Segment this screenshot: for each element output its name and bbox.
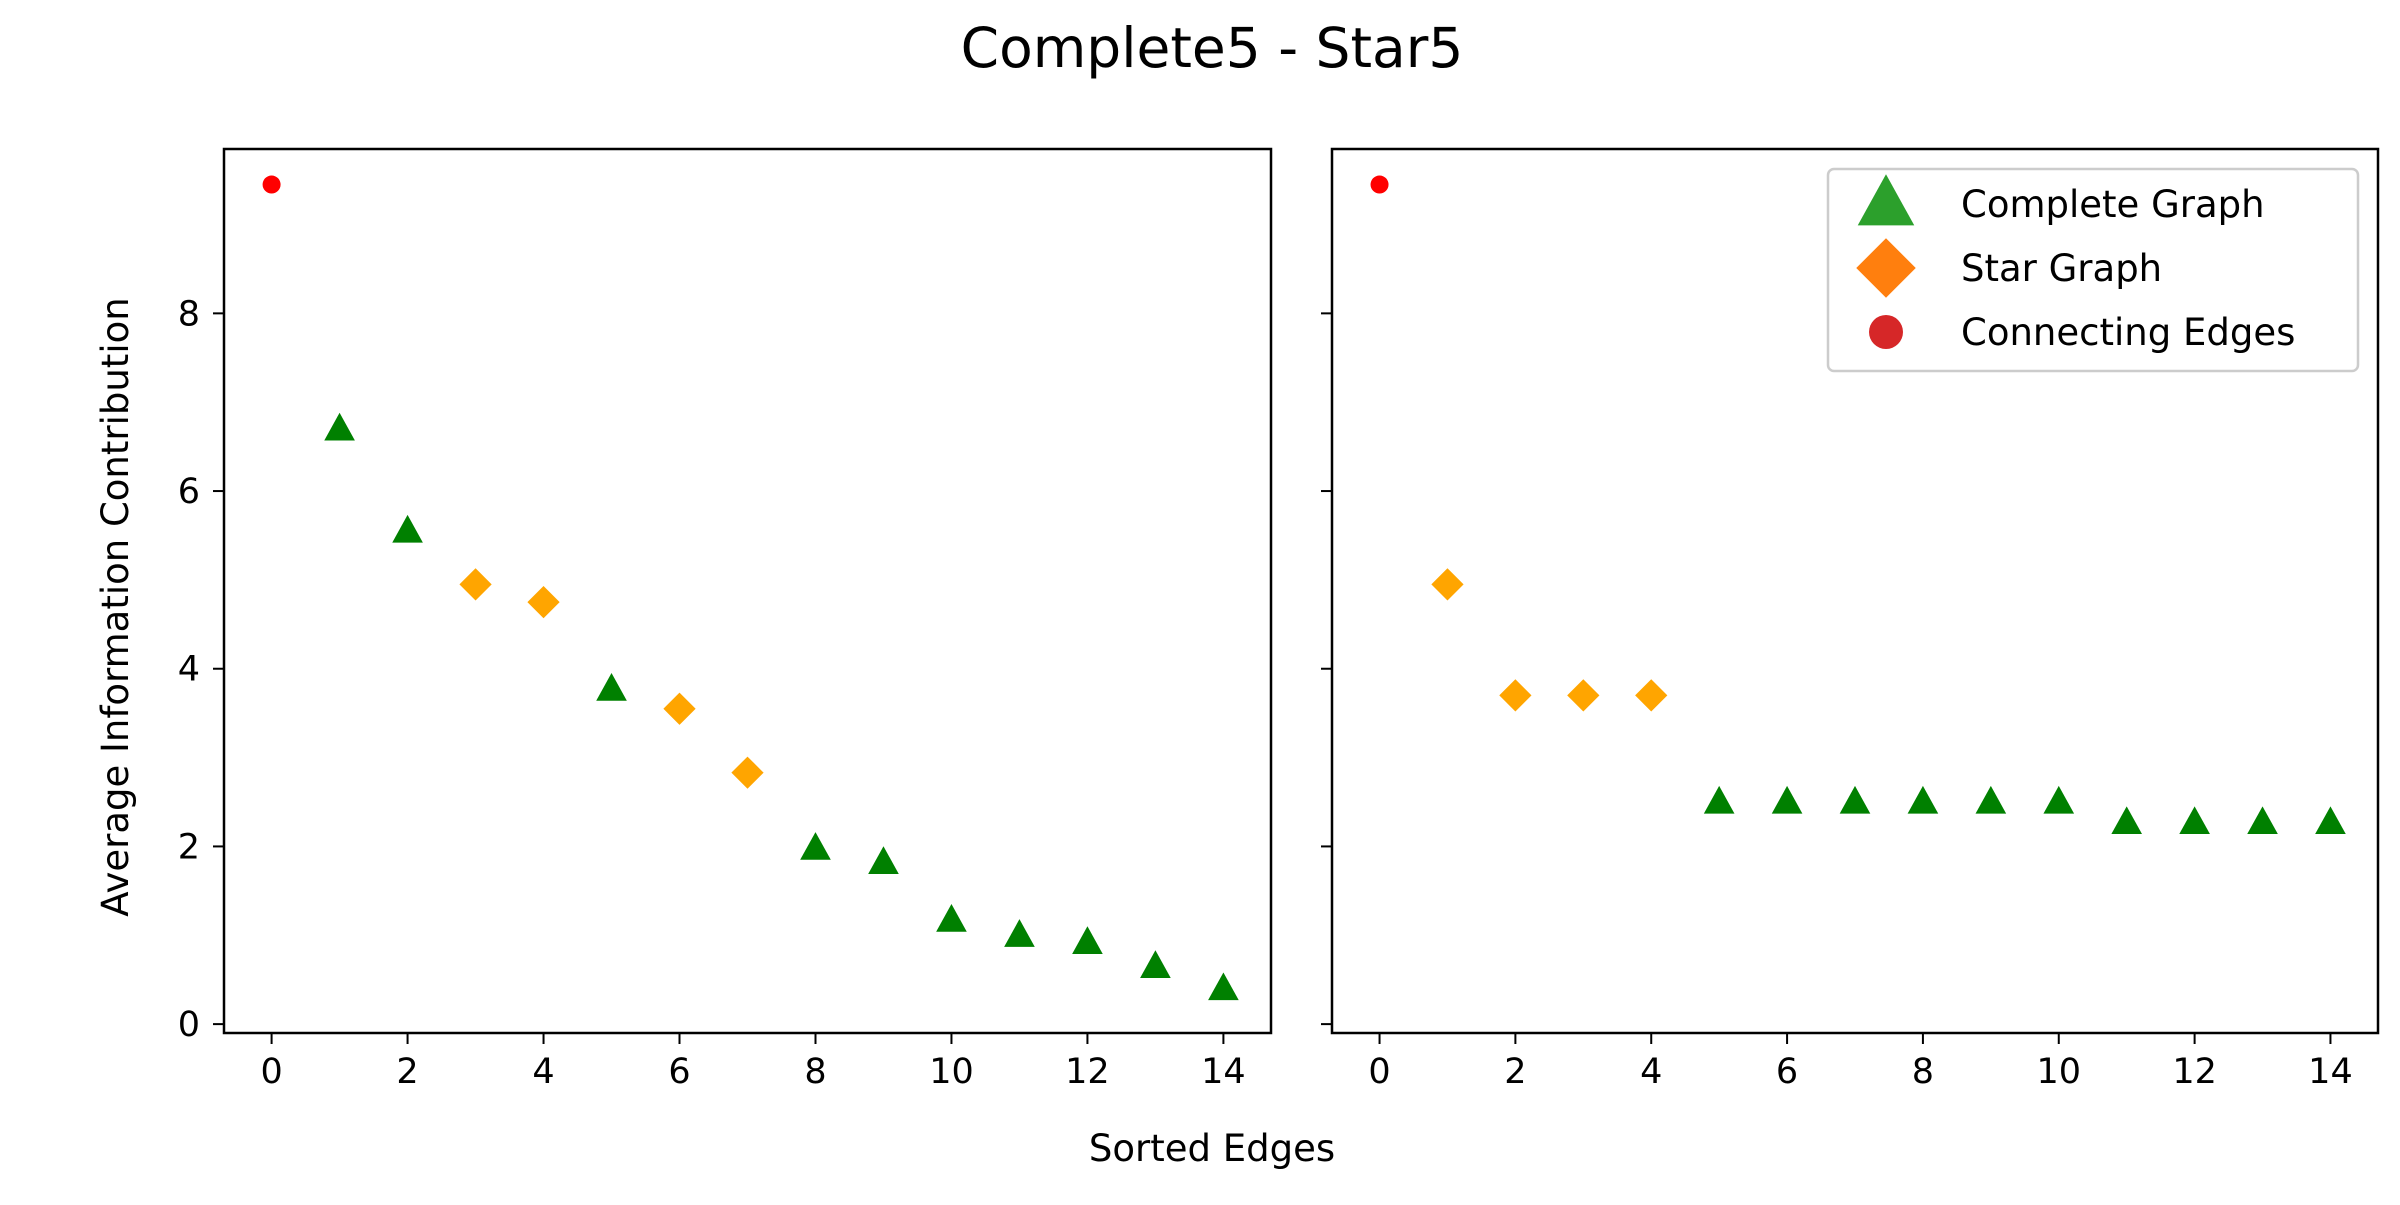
y-axis-label: Average Information Contribution: [94, 297, 137, 916]
x-tick-label: 6: [1776, 1052, 1798, 1092]
point-complete: [324, 412, 355, 441]
point-complete: [392, 514, 423, 543]
panel-right: 0 2 4 6 8 10 12 14: [1321, 147, 2380, 1092]
x-tick-label: 4: [532, 1052, 554, 1092]
point-star: [527, 585, 560, 619]
point-complete: [1208, 972, 1239, 1001]
point-star: [459, 568, 492, 601]
legend-marker-triangle: [1857, 174, 1915, 226]
plot-frame: [222, 147, 1273, 1035]
y-tick-label: 0: [178, 1005, 200, 1045]
point-connecting: [262, 175, 281, 194]
x-tick-label: 2: [1504, 1052, 1526, 1092]
point-complete: [1839, 785, 1871, 814]
point-complete: [2111, 806, 2143, 835]
point-star: [1567, 679, 1600, 712]
panel-left: 0 2 4 6 8 10 12 14 0 2 4 6 8: [178, 147, 1273, 1092]
point-complete: [1771, 785, 1803, 814]
x-tick-label: 12: [2172, 1052, 2217, 1092]
x-tick-label: 8: [804, 1052, 826, 1092]
panels: 0 2 4 6 8 10 12 14 0 2 4 6 8 0 2 4 6 8 10 12 14: [178, 147, 2380, 1092]
point-complete: [2179, 806, 2210, 835]
x-tick-label: 10: [2036, 1052, 2081, 1092]
y-tick-label: 4: [178, 650, 200, 690]
legend-box: [1826, 167, 2360, 373]
point-star: [1499, 679, 1532, 712]
point-complete: [868, 846, 899, 875]
x-tick-label: 14: [2308, 1052, 2353, 1092]
chart-title: Complete5 - Star5: [961, 16, 1464, 80]
x-tick-label: 0: [1368, 1052, 1390, 1092]
legend-label: Star Graph: [1961, 247, 2162, 290]
point-complete: [596, 673, 627, 701]
point-complete: [800, 832, 831, 860]
point-complete: [1907, 785, 1939, 814]
point-complete: [2247, 806, 2278, 835]
point-complete: [1004, 919, 1035, 947]
point-complete: [1072, 926, 1103, 954]
y-tick-label: 6: [178, 472, 200, 512]
y-tick-label: 8: [178, 294, 200, 334]
x-tick-label: 14: [1201, 1052, 1246, 1092]
legend-item: Star Graph: [1856, 238, 2162, 298]
point-complete: [1975, 785, 2007, 814]
legend-marker-circle: [1869, 315, 1903, 349]
legend: Complete Graph Star Graph Connecting Edges: [1826, 167, 2360, 373]
point-complete: [2315, 806, 2346, 835]
point-star: [1635, 679, 1668, 712]
x-tick-label: 4: [1640, 1052, 1662, 1092]
x-axis-label: Sorted Edges: [1089, 1127, 1335, 1170]
legend-item: Complete Graph: [1857, 174, 2265, 226]
x-tick-label: 6: [668, 1052, 690, 1092]
x-tick-label: 12: [1065, 1052, 1110, 1092]
x-tick-label: 0: [260, 1052, 282, 1092]
point-connecting: [1370, 175, 1389, 194]
point-star: [731, 756, 764, 789]
point-star: [1431, 568, 1464, 601]
point-complete: [936, 904, 967, 932]
legend-item: Connecting Edges: [1869, 311, 2295, 354]
point-complete: [2043, 785, 2075, 814]
x-tick-label: 2: [396, 1052, 418, 1092]
plot-frame: [1330, 147, 2380, 1035]
legend-label: Complete Graph: [1961, 183, 2265, 226]
y-tick-label: 2: [178, 827, 200, 867]
legend-marker-diamond: [1856, 238, 1916, 298]
point-star: [663, 692, 696, 725]
point-complete: [1140, 950, 1171, 978]
point-complete: [1703, 785, 1735, 814]
x-tick-label: 10: [929, 1052, 974, 1092]
x-tick-label: 8: [1912, 1052, 1934, 1092]
legend-label: Connecting Edges: [1961, 311, 2295, 354]
